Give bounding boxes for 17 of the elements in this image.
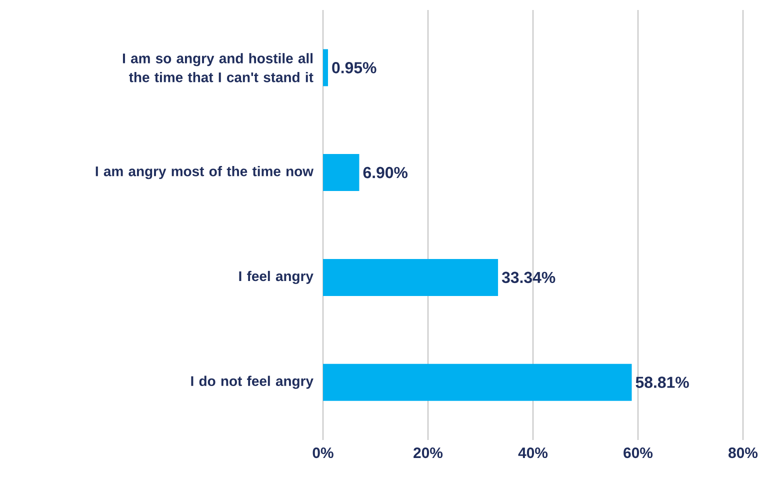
data-label: 33.34% — [502, 272, 556, 284]
x-tick-label: 20% — [414, 448, 443, 458]
y-tick-label: I am so angry and hostile all the time that I can't stand it — [122, 53, 314, 82]
y-tick-label: I do not feel angry — [191, 376, 314, 389]
x-tick-label: 0% — [312, 448, 334, 458]
data-label: 0.95% — [332, 62, 376, 74]
bar — [323, 258, 498, 296]
data-label: 58.81% — [636, 376, 689, 388]
bar — [323, 49, 328, 86]
y-tick-label: I feel angry — [239, 270, 314, 284]
data-label: 6.90% — [363, 166, 408, 178]
y-tick-label: I am angry most of the time now — [96, 166, 314, 180]
bar — [323, 364, 632, 401]
x-tick-label: 40% — [518, 448, 548, 458]
x-tick-label: 60% — [624, 448, 653, 458]
x-tick-label: 80% — [728, 448, 758, 458]
bar — [323, 154, 360, 192]
